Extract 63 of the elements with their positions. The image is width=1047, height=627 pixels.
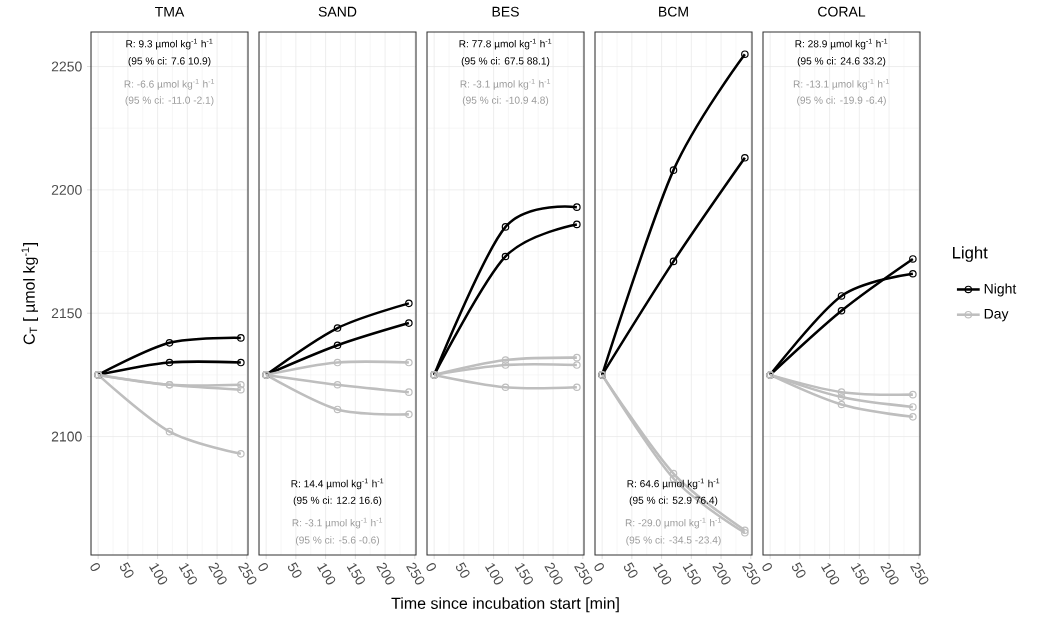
x-tick-label: 200 <box>544 562 563 585</box>
x-tick-label: 250 <box>238 562 257 585</box>
x-tick-label: 150 <box>850 563 869 585</box>
x-tick-label: 0 <box>594 562 604 572</box>
annotation: (95 % ci: 67.5 88.1) <box>461 57 550 67</box>
x-axis-title: Time since incubation start [min] <box>391 597 619 613</box>
x-tick-label: 250 <box>406 562 425 585</box>
y-tick-label: 2150 <box>51 308 82 319</box>
x-tick-label: 0 <box>258 562 268 572</box>
x-tick-label: 50 <box>455 562 470 578</box>
annotation: (95 % ci: 24.6 33.2) <box>797 57 886 67</box>
x-tick-label: 50 <box>287 562 302 578</box>
x-tick-label: 200 <box>880 562 899 585</box>
x-tick-label: 0 <box>426 562 436 572</box>
annotation: R: 64.6 µmol kg$^{-1}$ h$^{-1}$ <box>627 478 720 490</box>
x-tick-label: 250 <box>574 562 593 585</box>
y-axis-title: C$_{T}$ [ µmol kg$^{-1}$] <box>21 243 39 345</box>
x-tick-label: 150 <box>346 563 365 585</box>
x-tick-label: 200 <box>712 562 731 585</box>
x-tick-label: 100 <box>821 563 840 585</box>
annotation: R: 28.9 µmol kg$^{-1}$ h$^{-1}$ <box>795 38 888 50</box>
x-tick-label: 150 <box>682 563 701 585</box>
annotation: (95 % ci: 7.6 10.9) <box>128 57 211 67</box>
legend-title: Light <box>953 246 988 262</box>
x-tick-label: 0 <box>762 562 772 572</box>
y-tick-label: 2250 <box>51 61 82 72</box>
chart-title: CORAL <box>818 6 866 17</box>
annotation: (95 % ci: 12.2 16.6) <box>293 496 382 506</box>
x-tick-label: 150 <box>514 563 533 585</box>
annotation: (95 % ci: 52.9 76.4) <box>629 496 718 506</box>
x-tick-label: 50 <box>791 562 806 578</box>
annotation: (95 % ci: -34.5 -23.4) <box>626 536 721 546</box>
annotation: R: -6.6 µmol kg$^{-1}$ h$^{-1}$ <box>124 78 215 90</box>
legend-label: Night <box>984 283 1017 297</box>
x-tick-label: 150 <box>178 563 197 585</box>
annotation: (95 % ci: -19.9 -6.4) <box>797 96 886 106</box>
legend-label: Day <box>984 308 1009 322</box>
x-tick-label: 100 <box>653 563 672 585</box>
chart-title: BES <box>492 6 519 17</box>
y-tick-label: 2100 <box>51 431 82 442</box>
annotation: (95 % ci: -10.9 4.8) <box>462 96 549 106</box>
x-tick-label: 250 <box>742 562 761 585</box>
chart-title: SAND <box>318 6 357 17</box>
annotation: R: 77.8 µmol kg$^{-1}$ h$^{-1}$ <box>459 38 552 50</box>
annotation: R: -29.0 µmol kg$^{-1}$ h$^{-1}$ <box>625 517 721 529</box>
x-tick-label: 100 <box>317 563 336 585</box>
x-tick-label: 200 <box>208 562 227 585</box>
annotation: R: -3.1 µmol kg$^{-1}$ h$^{-1}$ <box>460 78 551 90</box>
x-tick-label: 100 <box>485 563 504 585</box>
chart-title: TMA <box>155 6 185 17</box>
annotation: R: -13.1 µmol kg$^{-1}$ h$^{-1}$ <box>793 78 889 90</box>
annotation: R: 9.3 µmol kg$^{-1}$ h$^{-1}$ <box>126 38 213 50</box>
y-tick-label: 2200 <box>51 184 82 195</box>
x-tick-label: 100 <box>149 563 168 585</box>
annotation: (95 % ci: -5.6 -0.6) <box>295 536 379 546</box>
chart-title: BCM <box>659 6 688 17</box>
x-tick-label: 250 <box>910 562 929 585</box>
x-tick-label: 50 <box>623 562 638 578</box>
annotation: (95 % ci: -11.0 -2.1) <box>125 96 214 106</box>
annotation: R: 14.4 µmol kg$^{-1}$ h$^{-1}$ <box>291 478 384 490</box>
x-tick-label: 0 <box>90 562 100 572</box>
x-tick-label: 200 <box>376 562 395 585</box>
x-tick-label: 50 <box>119 562 134 578</box>
